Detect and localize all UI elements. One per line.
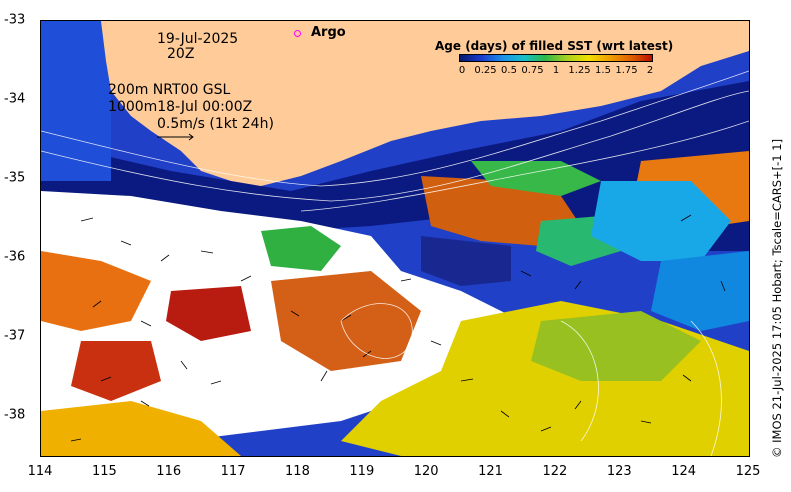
y-tick-label: -35: [4, 170, 26, 186]
x-tick-label: 125: [735, 464, 761, 479]
depth-label-2: 1000m18-Jul 00:00Z: [108, 99, 253, 115]
color-bar-tick-label: 1.25: [568, 65, 591, 76]
x-tick-label: 123: [606, 464, 632, 479]
x-tick-label: 119: [349, 464, 375, 479]
color-bar: [459, 54, 653, 62]
x-tick-label: 124: [671, 464, 697, 479]
sst-age-patch-blue-1: [421, 236, 511, 286]
x-tick-label: 117: [220, 464, 246, 479]
sst-age-patch-green-1: [261, 226, 341, 271]
argo-label: Argo: [311, 25, 346, 40]
sst-age-patch-cyan-2: [651, 251, 749, 331]
west-coast-waters: [41, 21, 111, 181]
color-bar-tick-label: 2: [646, 65, 654, 76]
x-tick-label: 121: [478, 464, 503, 479]
sst-age-patch-amber: [41, 401, 241, 456]
y-tick-label: -37: [4, 328, 26, 344]
sst-age-map: [41, 21, 749, 456]
credit-text: © IMOS 21-Jul-2025 17:05 Hobart; Tscale=…: [770, 138, 784, 458]
y-tick-label: -33: [4, 12, 26, 28]
timestamp-hour: 20Z: [167, 46, 195, 62]
scale-label: 0.5m/s (1kt 24h): [157, 116, 274, 132]
sst-age-patch-cyan-1: [591, 181, 731, 261]
x-tick-label: 115: [91, 464, 117, 479]
color-bar-tick-label: 0.25: [474, 65, 497, 76]
current-vectors: [70, 214, 726, 442]
color-bar-tick-label: 1: [552, 65, 560, 76]
color-bar-tick-label: 0: [458, 65, 466, 76]
color-bar-tick-label: 1.5: [595, 65, 611, 76]
sst-age-patch-green-2: [471, 161, 601, 196]
sst-age-patch-red-2: [71, 341, 161, 401]
x-tick-label: 114: [27, 464, 53, 479]
y-tick-label: -36: [4, 249, 26, 265]
sst-age-patch-olive: [531, 311, 701, 381]
depth-label-1: 200m NRT00 GSL: [108, 82, 231, 98]
scale-arrow-icon: [157, 133, 194, 141]
sst-age-patch-red-1: [166, 286, 251, 341]
x-tick-label: 118: [285, 464, 310, 479]
x-tick-label: 122: [542, 464, 568, 479]
y-tick-label: -38: [4, 407, 26, 423]
color-bar-tick-label: 0.5: [501, 65, 517, 76]
sst-age-patch-orange-4: [271, 271, 421, 371]
color-bar-tick-label: 1.75: [615, 65, 638, 76]
color-bar-tick-label: 0.75: [521, 65, 544, 76]
x-tick-label: 120: [413, 464, 439, 479]
y-tick-label: -34: [4, 91, 26, 107]
land-australia: [101, 21, 749, 186]
legend-title: Age (days) of filled SST (wrt latest): [435, 39, 674, 53]
argo-marker-icon: [294, 30, 301, 37]
map-plot-area: [40, 20, 750, 457]
timestamp-date: 19-Jul-2025: [157, 31, 239, 47]
sst-age-patch-orange-3: [41, 251, 151, 331]
x-tick-label: 116: [156, 464, 182, 479]
recent-sst-band: [41, 81, 749, 251]
contour-lines: [41, 70, 749, 456]
